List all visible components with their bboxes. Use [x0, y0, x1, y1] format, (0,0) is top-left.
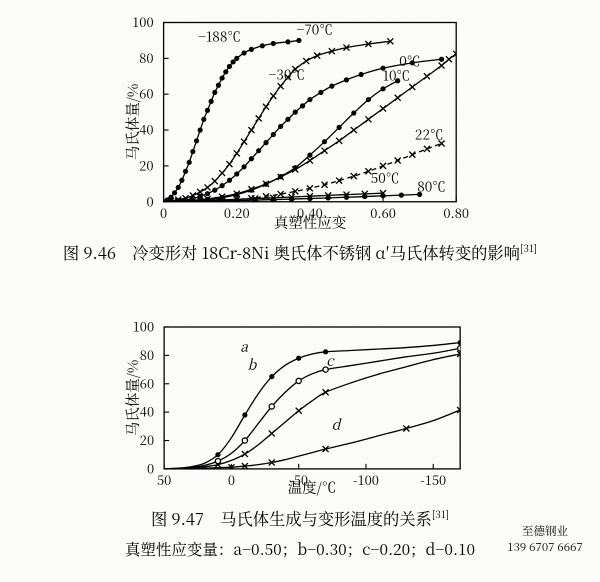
svg-text:−188℃: −188℃: [198, 26, 241, 46]
svg-text:100: 100: [132, 12, 153, 31]
svg-text:d: d: [332, 415, 342, 435]
svg-text:100: 100: [133, 317, 154, 336]
svg-text:0: 0: [147, 458, 154, 477]
svg-text:80: 80: [139, 48, 153, 67]
svg-text:0.80: 0.80: [443, 203, 469, 222]
svg-text:50: 50: [157, 470, 171, 489]
svg-text:马氏体量/%: 马氏体量/%: [122, 360, 143, 437]
svg-text:80℃: 80℃: [417, 176, 446, 196]
svg-text:50℃: 50℃: [371, 167, 400, 187]
svg-text:10℃: 10℃: [383, 64, 410, 84]
svg-text:a: a: [240, 336, 248, 356]
svg-text:0.20: 0.20: [224, 203, 250, 222]
svg-text:b: b: [247, 355, 257, 375]
svg-text:0.60: 0.60: [370, 203, 396, 222]
svg-text:−70℃: −70℃: [297, 19, 333, 39]
svg-text:22℃: 22℃: [415, 123, 444, 143]
svg-text:0: 0: [160, 203, 167, 222]
svg-text:马氏体量/%: 马氏体量/%: [122, 84, 143, 161]
svg-text:图 9.47 马氏体生成与变形温度的关系[31]: 图 9.47 马氏体生成与变形温度的关系[31]: [151, 506, 449, 531]
svg-text:−30℃: −30℃: [269, 64, 305, 84]
svg-text:真塑性应变量：a−0.50；b−0.30；c−0.20；d−: 真塑性应变量：a−0.50；b−0.30；c−0.20；d−0.10: [125, 538, 475, 560]
svg-text:-100: -100: [353, 470, 379, 489]
svg-text:图 9.46 冷变形对 18Cr-8Ni 奥氏体不锈钢 α′: 图 9.46 冷变形对 18Cr-8Ni 奥氏体不锈钢 α′马氏体转变的影响[3…: [63, 240, 537, 265]
svg-text:真塑性应变: 真塑性应变: [274, 212, 347, 233]
svg-text:-150: -150: [420, 470, 446, 489]
svg-text:0: 0: [228, 470, 235, 489]
svg-text:温度/℃: 温度/℃: [288, 477, 337, 498]
svg-text:0: 0: [146, 191, 153, 210]
svg-text:139 6707 6667: 139 6707 6667: [507, 539, 582, 555]
svg-text:至德钢业: 至德钢业: [522, 523, 568, 539]
